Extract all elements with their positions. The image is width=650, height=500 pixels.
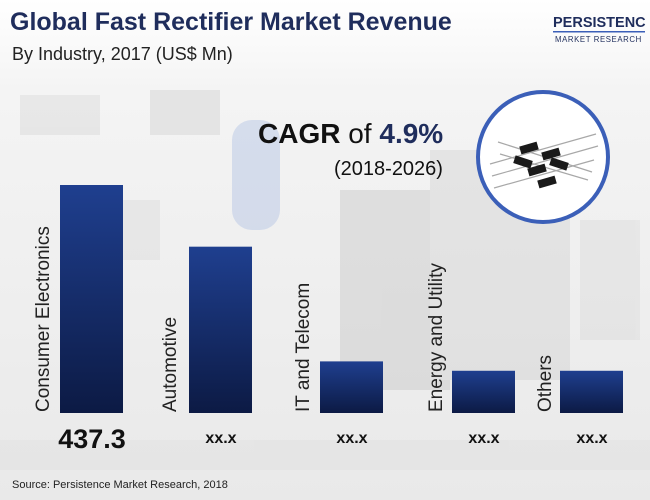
cagr-period: (2018-2026) [334,158,443,180]
cagr-callout: CAGR of 4.9% [258,118,443,150]
value-label-5: xx.x [576,430,607,447]
chart-title: Global Fast Rectifier Market Revenue [10,8,452,36]
category-label-5: Others [535,355,556,412]
diodes-illustration [489,133,599,189]
category-label-2: Automotive [160,317,181,412]
cagr-value: 4.9% [379,118,444,149]
value-label-1: 437.3 [58,424,126,454]
source-note: Source: Persistence Market Research, 201… [12,479,228,491]
cagr-label: CAGR [258,118,341,149]
bar-4 [452,370,515,413]
bar-2 [189,246,252,413]
value-label-4: xx.x [468,430,499,447]
bar-3 [320,361,383,413]
cagr-connector: of [348,118,372,149]
value-label-3: xx.x [336,430,367,447]
bar-5 [560,370,623,413]
value-label-2: xx.x [205,430,236,447]
persistence-logo: PERSISTENCE MARKET RESEARCH [553,15,646,44]
svg-text:MARKET RESEARCH: MARKET RESEARCH [555,35,642,44]
category-label-1: Consumer Electronics [33,226,54,412]
svg-text:PERSISTENCE: PERSISTENCE [553,15,646,31]
chart-subtitle: By Industry, 2017 (US$ Mn) [12,44,233,64]
category-label-4: Energy and Utility [426,263,447,412]
rectifier-photo-badge [476,90,610,224]
bar-1 [60,185,123,413]
category-label-3: IT and Telecom [293,283,314,412]
